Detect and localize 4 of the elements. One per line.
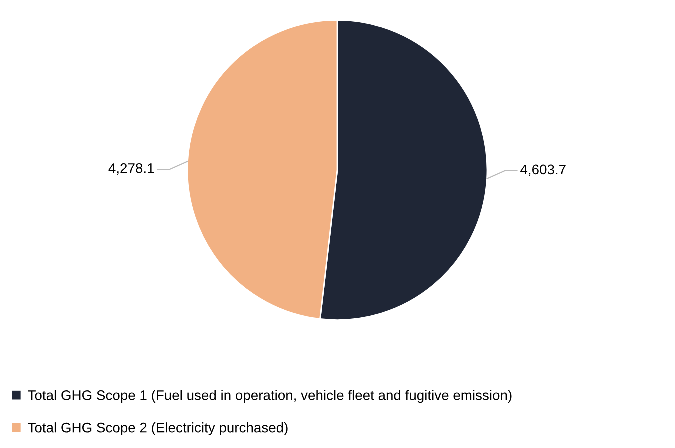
data-label: 4,603.7 (520, 164, 566, 176)
legend-label: Total GHG Scope 1 (Fuel used in operation, vehicle fleet and fugitive emission) (28, 390, 512, 404)
data-label: 4,278.1 (108, 163, 154, 175)
legend-label: Total GHG Scope 2 (Electricity purchased) (28, 422, 288, 436)
